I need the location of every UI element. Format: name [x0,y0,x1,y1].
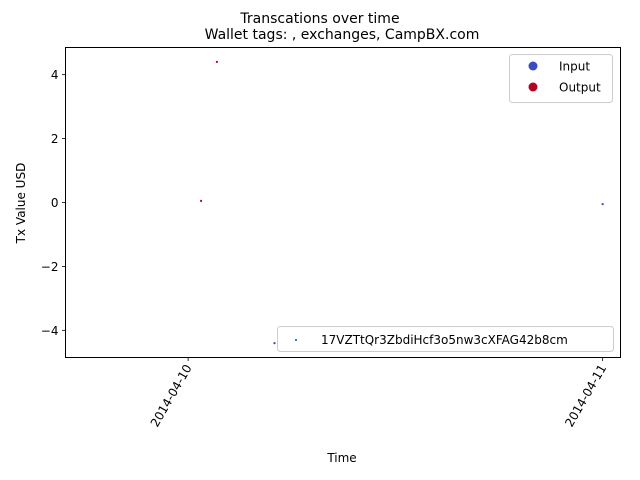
data-point-input-1 [601,202,604,206]
x-axis-ticks: 2014-04-10 2014-04-11 [148,357,609,429]
legend-label-output: Output [559,81,601,95]
y-tick-label: −4 [41,324,59,338]
legend-label-input: Input [559,60,590,74]
y-axis-label: Tx Value USD [14,163,28,245]
address-legend-marker [294,338,298,342]
y-tick-label: 2 [51,132,59,146]
y-axis-ticks: −4 −2 0 2 4 [41,68,66,338]
data-point-output-0 [199,199,203,203]
address-legend-label: 17VZTtQr3ZbdiHcf3o5nw3cXFAG42b8cm [321,333,568,347]
address-legend-box [277,326,614,352]
legend: Input Output [509,54,613,103]
data-point-input-0 [273,342,276,345]
address-legend: 17VZTtQr3ZbdiHcf3o5nw3cXFAG42b8cm [277,326,614,352]
y-tick-label: 4 [51,68,59,82]
x-axis-label: Time [326,451,356,465]
y-tick-label: −2 [41,260,59,274]
x-tick-label: 2014-04-10 [148,362,195,429]
legend-marker-input [528,61,538,71]
data-points [199,60,604,345]
data-point-output-1 [215,60,219,63]
chart-subtitle: Wallet tags: , exchanges, CampBX.com [205,27,480,43]
chart-title: Transcations over time [239,11,399,27]
x-tick-label: 2014-04-11 [562,362,609,429]
y-tick-label: 0 [51,196,59,210]
legend-marker-output [528,82,538,92]
plot-frame [65,47,621,358]
